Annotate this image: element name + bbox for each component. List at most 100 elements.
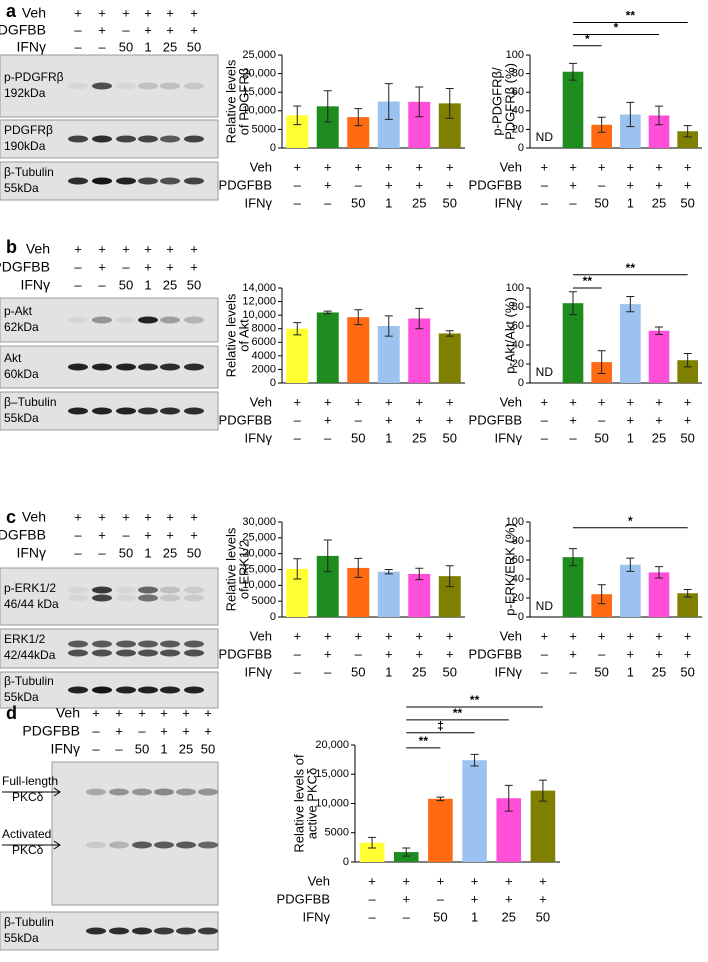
treatment-mark: – <box>74 277 82 292</box>
x-category-mark: + <box>471 873 479 888</box>
x-category-mark: – <box>541 664 549 679</box>
blot-band <box>116 177 136 185</box>
blot-label: 62kDa <box>4 320 39 334</box>
treatment-mark: 50 <box>187 545 201 560</box>
blot-label: Akt <box>4 351 22 365</box>
treatment-mark: 50 <box>187 39 201 54</box>
y-axis-label: Relative levels <box>223 527 238 611</box>
x-category-mark: + <box>324 394 332 409</box>
blot-band <box>138 135 158 143</box>
x-row-name: PDGFBB <box>219 646 272 661</box>
blot-band <box>184 363 204 371</box>
blot-band <box>138 316 158 324</box>
blot-label: 190kDa <box>4 139 46 153</box>
error-bar <box>683 125 692 138</box>
x-category-mark: – <box>368 909 376 924</box>
y-tick-label: 40 <box>512 339 524 351</box>
treatment-mark: – <box>92 741 100 756</box>
blot-band <box>68 594 88 602</box>
x-category-mark: + <box>655 177 663 192</box>
x-category-mark: + <box>385 159 393 174</box>
blot-band <box>198 841 218 849</box>
treatment-mark: + <box>166 527 174 542</box>
blot-band <box>92 594 112 602</box>
treatment-mark: 1 <box>144 277 151 292</box>
x-category-mark: + <box>569 412 577 427</box>
treatment-mark: – <box>74 22 82 37</box>
blot-band <box>138 407 158 415</box>
y-tick-label: 5000 <box>325 827 349 839</box>
x-category-mark: 25 <box>652 195 666 210</box>
x-category-mark: – <box>437 891 445 906</box>
x-category-mark: + <box>324 412 332 427</box>
blot-band <box>160 640 180 648</box>
treatment-mark: + <box>122 241 130 256</box>
treatment-mark: 1 <box>144 545 151 560</box>
x-category-mark: + <box>541 394 549 409</box>
x-category-mark: 1 <box>627 664 634 679</box>
blot-label: PKCδ <box>12 790 44 804</box>
treatment-mark: + <box>98 241 106 256</box>
x-category-mark: 50 <box>536 909 550 924</box>
blot-band <box>92 649 112 657</box>
x-row-name: PDGFBB <box>219 177 272 192</box>
bar <box>438 103 461 148</box>
bar <box>408 573 431 617</box>
treatment-mark: + <box>190 5 198 20</box>
blot-label: β-Tubulin <box>4 674 54 688</box>
blot-band <box>160 82 180 90</box>
error-bar <box>597 584 606 605</box>
x-category-mark: + <box>446 412 454 427</box>
y-axis-label: Relative levels <box>223 59 238 143</box>
significance-label: ‡ <box>437 719 444 733</box>
blot-band <box>160 316 180 324</box>
blot-band <box>138 586 158 594</box>
bar <box>677 360 698 383</box>
blot-band <box>116 135 136 143</box>
blot-band <box>109 927 129 935</box>
y-tick-label: 60 <box>512 554 524 566</box>
x-category-mark: – <box>541 177 549 192</box>
error-bar <box>323 310 332 315</box>
blot-label: 42/44kDa <box>4 648 56 662</box>
treatment-mark: 25 <box>163 277 177 292</box>
error-bar <box>445 330 454 337</box>
error-bar <box>354 309 363 326</box>
treatment-mark: + <box>190 509 198 524</box>
error-bar <box>415 86 424 118</box>
y-tick-label: 0 <box>270 377 276 389</box>
blot-band <box>198 927 218 935</box>
blot-band <box>198 788 218 796</box>
treatment-name: PDGFBB <box>0 259 50 275</box>
x-category-mark: 50 <box>680 195 694 210</box>
y-axis-label: of Akt <box>236 319 251 352</box>
significance-label: ** <box>470 693 480 707</box>
blot-band <box>154 788 174 796</box>
x-category-mark: – <box>569 664 577 679</box>
blot-band <box>109 788 129 796</box>
x-category-mark: + <box>415 412 423 427</box>
treatment-mark: – <box>74 527 82 542</box>
x-row-name: PDGFBB <box>219 412 272 427</box>
blot-band <box>92 316 112 324</box>
treatment-mark: + <box>74 241 82 256</box>
treatment-mark: – <box>122 22 130 37</box>
x-category-mark: + <box>415 394 423 409</box>
x-category-mark: – <box>541 195 549 210</box>
x-row-name: IFNγ <box>245 430 273 445</box>
x-category-mark: – <box>569 430 577 445</box>
x-category-mark: – <box>324 430 332 445</box>
x-category-mark: – <box>598 646 606 661</box>
significance-label: * <box>628 514 633 528</box>
x-category-mark: + <box>324 159 332 174</box>
y-tick-label: 20,000 <box>242 548 276 560</box>
x-category-mark: – <box>324 195 332 210</box>
blot-label: 46/44 kDa <box>4 597 59 611</box>
x-category-mark: – <box>324 664 332 679</box>
y-tick-label: 20 <box>512 123 524 135</box>
y-tick-label: 25,000 <box>242 532 276 544</box>
blot-strip <box>51 761 219 906</box>
x-category-mark: + <box>368 873 376 888</box>
x-category-mark: 50 <box>443 195 457 210</box>
treatment-mark: + <box>115 705 123 720</box>
